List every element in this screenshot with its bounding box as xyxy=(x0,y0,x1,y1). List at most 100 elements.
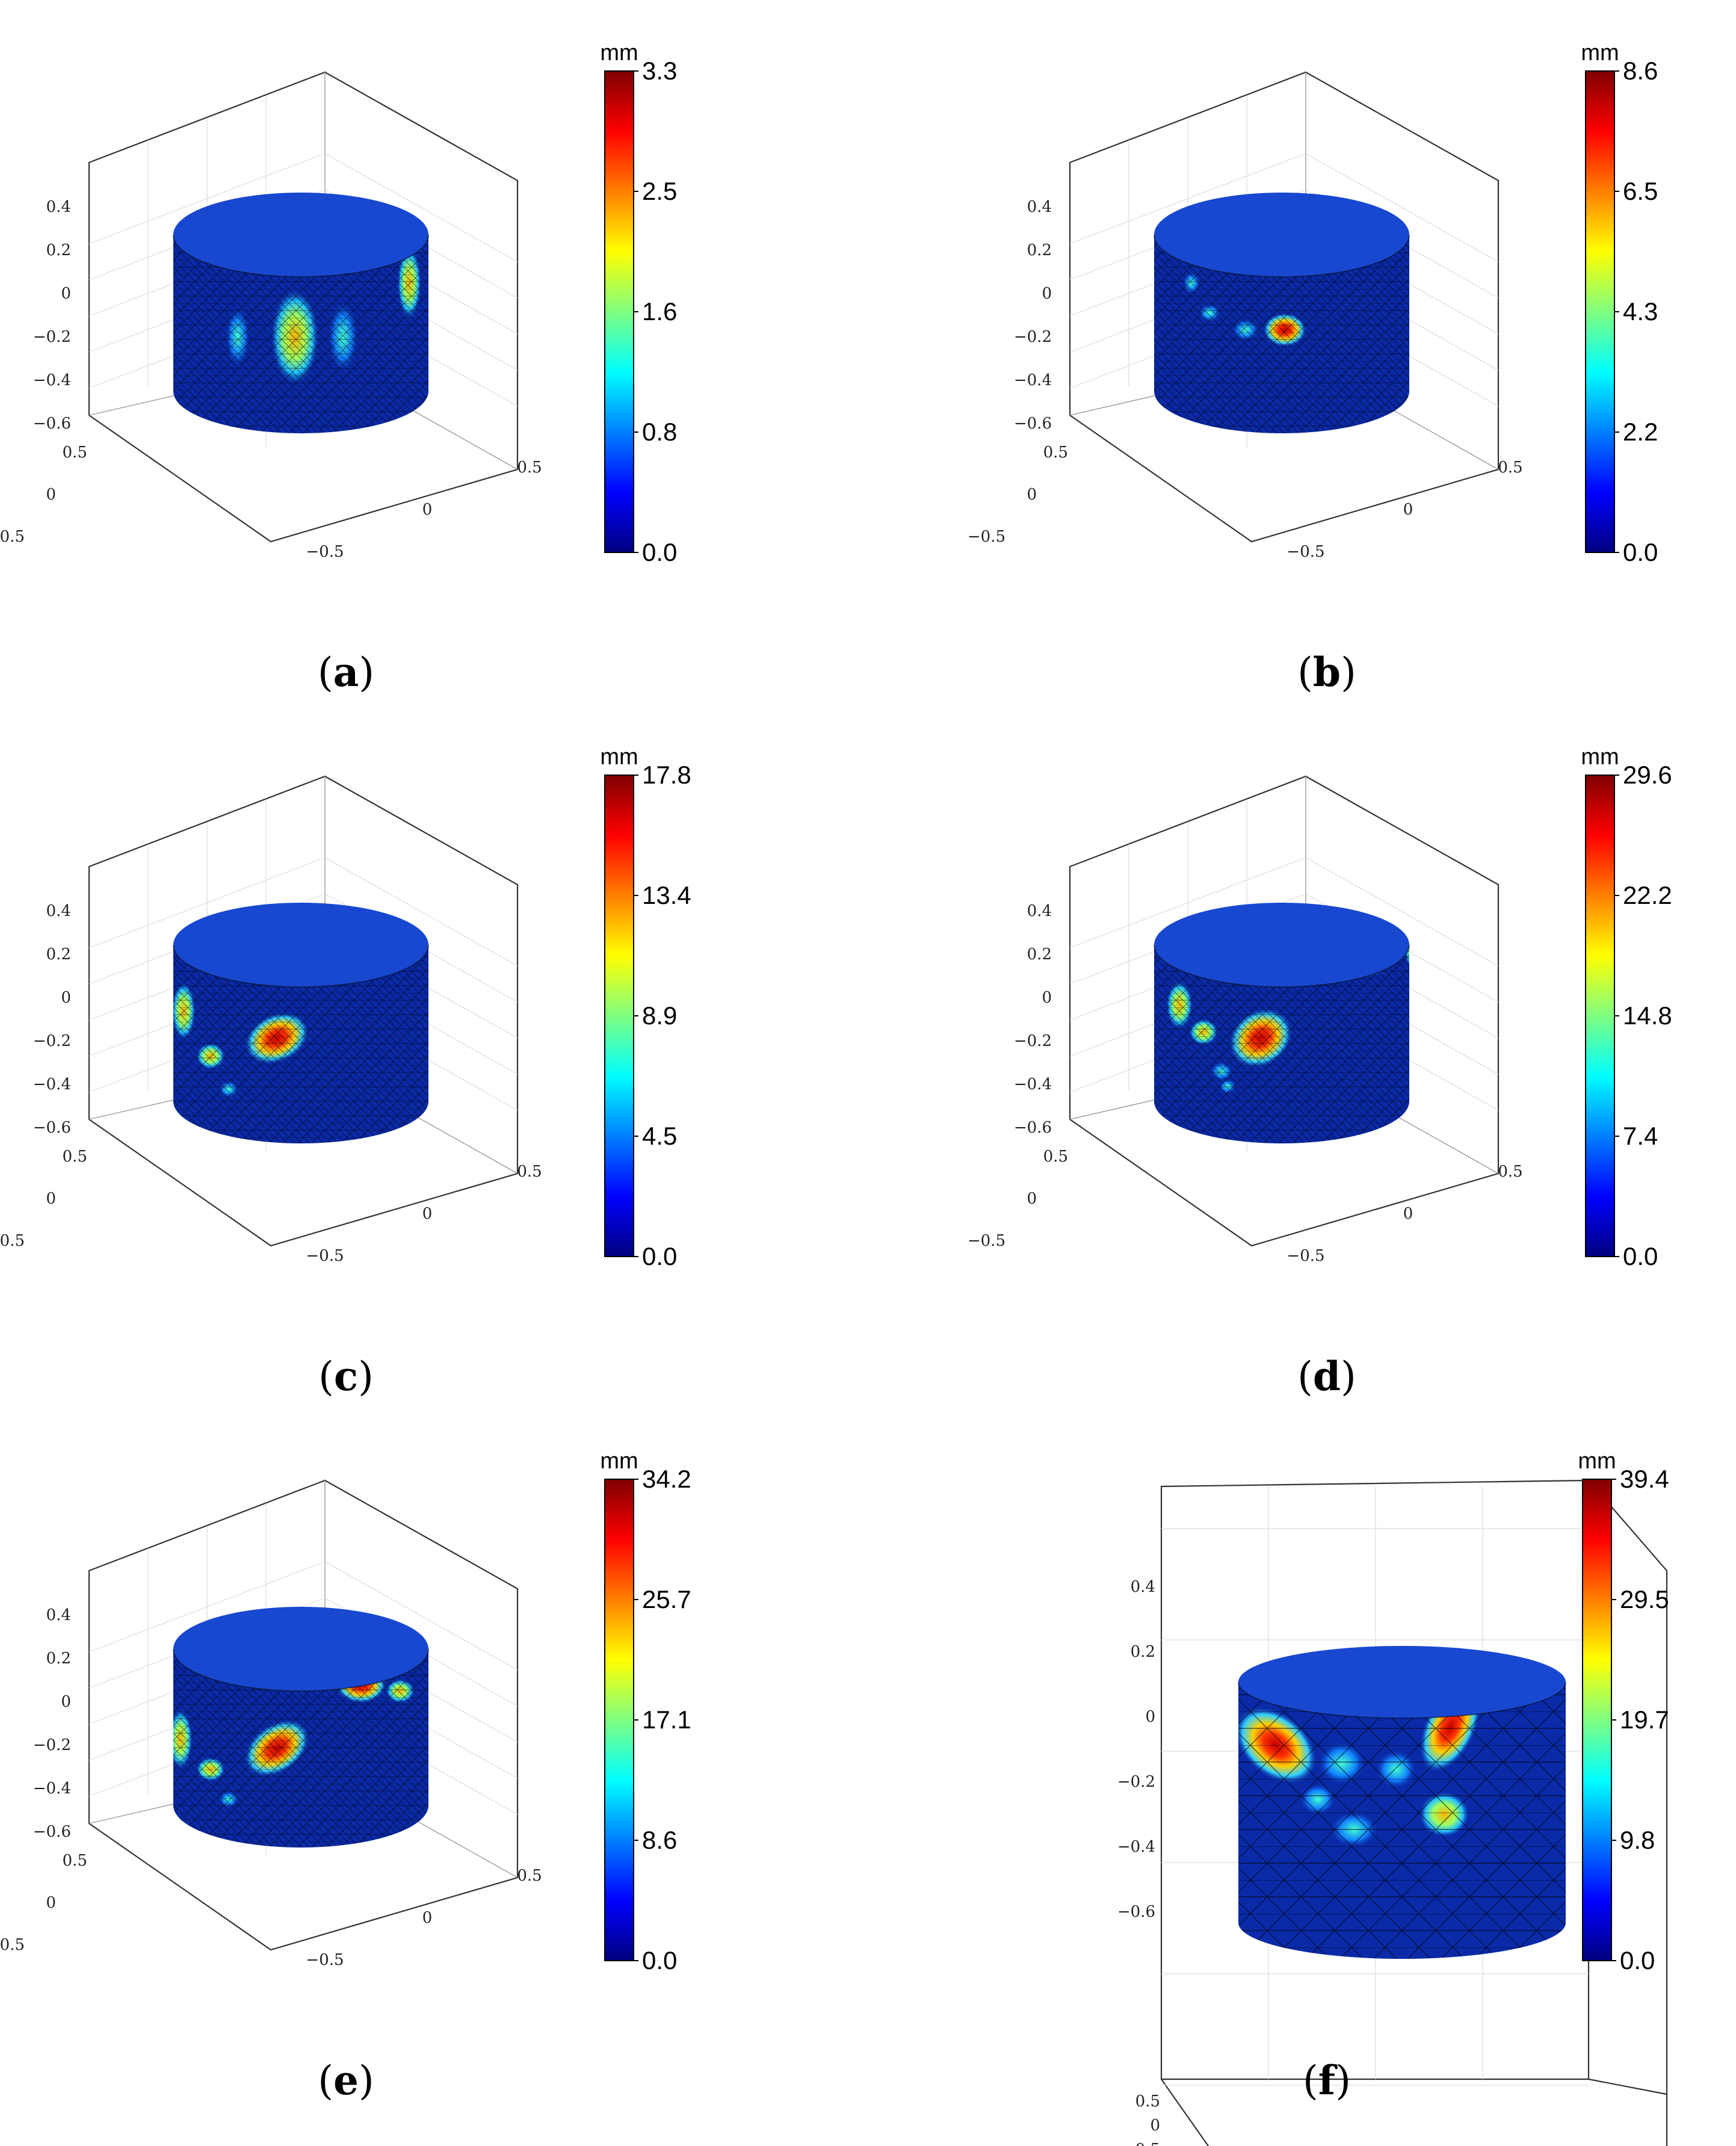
colorbar-unit: mm xyxy=(600,744,638,770)
z-tick-label: −0.2 xyxy=(1117,1773,1155,1791)
z-tick-label: 0 xyxy=(1042,989,1052,1007)
x-tick-label: 0.5 xyxy=(517,1163,542,1181)
panel-e: 0.4 0.2 0 −0.2 −0.4 −0.6 0.5 0 −0.5 −0.5 0 0.5 mm 0.0… xyxy=(0,1449,691,2104)
colorbar-tick-label: 25.7 xyxy=(642,1585,691,1613)
colorbar-tick-label: 17.1 xyxy=(642,1705,691,1734)
colorbar-tick-label: 4.3 xyxy=(1623,297,1658,326)
colorbar-tick-label: 0.0 xyxy=(642,1946,677,1974)
z-tick-label: 0 xyxy=(61,989,71,1007)
colorbar-tick-label: 1.6 xyxy=(642,297,677,326)
x-tick-label: 0 xyxy=(1403,1205,1413,1223)
z-tick-label: −0.4 xyxy=(33,371,71,389)
panel-b: 0.4 0.2 0 −0.2 −0.4 −0.6 0.5 0 −0.5 −0.5 0 0.5 mm 0.0… xyxy=(968,40,1658,696)
y-tick-label: 0.5 xyxy=(1135,2092,1160,2110)
mesh-lines xyxy=(1154,945,1409,1143)
z-tick-label: 0.2 xyxy=(46,945,71,963)
colorbar-tick-label: 34.2 xyxy=(642,1465,691,1493)
z-tick-label: 0 xyxy=(61,285,71,303)
colorbar-tick-label: 0.0 xyxy=(1620,1946,1655,1974)
colorbar-unit: mm xyxy=(1581,40,1619,66)
z-tick-label: 0.4 xyxy=(46,1606,71,1624)
colorbar-unit: mm xyxy=(1578,1449,1616,1474)
z-tick-label: 0.4 xyxy=(1027,902,1052,920)
y-tick-label: 0.5 xyxy=(1043,1148,1068,1166)
colorbar-tick-label: 8.6 xyxy=(642,1826,677,1854)
colorbar: mm 0.0 4.5 8.9 13.4 17.8 xyxy=(600,744,691,1270)
z-tick-label: 0.2 xyxy=(1027,945,1052,963)
z-tick-label: −0.2 xyxy=(33,1736,71,1754)
x-tick-label: −0.5 xyxy=(1287,543,1324,561)
cylinder-inner-wall xyxy=(1154,903,1409,987)
z-tick-label: −0.6 xyxy=(33,1823,71,1841)
panel-label: (d) xyxy=(1297,1353,1356,1400)
deformation-hotspots xyxy=(1238,1682,1566,1959)
z-tick-label: 0.2 xyxy=(46,241,71,259)
z-tick-label: 0.4 xyxy=(1131,1578,1155,1596)
x-tick-label: −0.5 xyxy=(306,543,344,561)
colorbar-tick-label: 4.5 xyxy=(642,1122,677,1150)
x-tick-label: 0.5 xyxy=(1498,459,1522,477)
y-tick-label: 0 xyxy=(46,1894,56,1912)
z-tick-label: −0.2 xyxy=(33,328,71,346)
z-tick-label: −0.6 xyxy=(33,1119,71,1137)
mesh-lines xyxy=(1238,1682,1566,1959)
z-tick-label: 0.2 xyxy=(1027,241,1052,259)
colorbar-tick-label: 8.6 xyxy=(1623,57,1658,85)
z-tick-label: 0.4 xyxy=(1027,198,1052,216)
grid-line xyxy=(324,857,518,966)
z-tick-label: 0 xyxy=(61,1693,71,1711)
cylinder-mesh xyxy=(1238,1646,1566,1959)
cylinder-inner-wall xyxy=(173,1607,428,1691)
z-tick-label: −0.4 xyxy=(1014,371,1052,389)
panel-f: 0.40.20−0.2−0.4−0.60.50−0.50.50−0.5mm0.0… xyxy=(1117,1449,1669,2146)
z-tick-label: −0.4 xyxy=(33,1075,71,1093)
cylinder-rim xyxy=(173,1648,429,1692)
x-tick-label: 0 xyxy=(422,1909,433,1927)
z-tick-label: 0.4 xyxy=(46,902,71,920)
cylinder-rim xyxy=(1154,944,1410,988)
panel-a: 0.4 0.2 0 −0.2 −0.4 −0.6 0.5 0 −0.5 −0.5 0 0.5 mm 0.0… xyxy=(0,40,677,696)
z-tick-label: 0.2 xyxy=(46,1650,71,1668)
y-tick-label: 0.5 xyxy=(63,1852,87,1870)
colorbar-unit: mm xyxy=(1581,744,1619,770)
colorbar-gradient xyxy=(1585,70,1615,553)
y-tick-label: 0 xyxy=(1150,2117,1160,2135)
y-tick-label: 0.5 xyxy=(1043,444,1068,462)
cylinder-mesh xyxy=(1154,193,1410,433)
x-tick-label: −0.5 xyxy=(306,1951,344,1969)
colorbar-tick-label: 8.9 xyxy=(642,1001,677,1030)
deformation-hotspots xyxy=(173,235,428,433)
x-tick-label: 0 xyxy=(1403,501,1413,519)
colorbar-tick-label: 6.5 xyxy=(1623,177,1658,205)
colorbar-tick-label: 0.0 xyxy=(1623,538,1658,566)
z-tick-label: −0.4 xyxy=(1117,1838,1155,1856)
colorbar-gradient xyxy=(604,1479,634,1961)
panel-d: 0.4 0.2 0 −0.2 −0.4 −0.6 0.5 0 −0.5 −0.5 0 0.5 mm 0.0… xyxy=(968,744,1672,1400)
colorbar-tick-label: 22.2 xyxy=(1623,881,1672,909)
grid-line xyxy=(324,1561,518,1671)
grid-line xyxy=(1305,857,1499,966)
colorbar: mm 0.0 2.2 4.3 6.5 8.6 xyxy=(1581,40,1658,566)
cylinder-rim xyxy=(1238,1681,1566,1719)
panel-label: (e) xyxy=(318,2057,374,2104)
y-tick-label: 0 xyxy=(1027,486,1037,504)
colorbar: mm 0.0 9.8 19.7 29.5 39.4 xyxy=(1578,1449,1669,1974)
colorbar-tick-label: 0.8 xyxy=(642,418,677,446)
z-tick-label: 0 xyxy=(1042,285,1052,303)
colorbar-tick-label: 9.8 xyxy=(1620,1826,1655,1854)
y-tick-label: 0 xyxy=(46,486,56,504)
z-tick-label: 0.4 xyxy=(46,198,71,216)
panel-label: (c) xyxy=(318,1353,374,1400)
grid-line xyxy=(324,153,518,262)
colorbar-tick-label: 29.6 xyxy=(1623,761,1672,789)
cylinder-mesh xyxy=(173,903,429,1143)
colorbar-gradient xyxy=(604,775,634,1257)
cylinder-inner-wall xyxy=(1154,193,1409,277)
colorbar-tick-label: 3.3 xyxy=(642,57,677,85)
y-tick-label: 0.5 xyxy=(63,1148,87,1166)
colorbar-tick-label: 0.0 xyxy=(1623,1242,1658,1270)
x-tick-label: 0 xyxy=(422,501,433,519)
y-tick-label: −0.5 xyxy=(1122,2141,1160,2146)
mesh-lines xyxy=(1154,235,1409,433)
